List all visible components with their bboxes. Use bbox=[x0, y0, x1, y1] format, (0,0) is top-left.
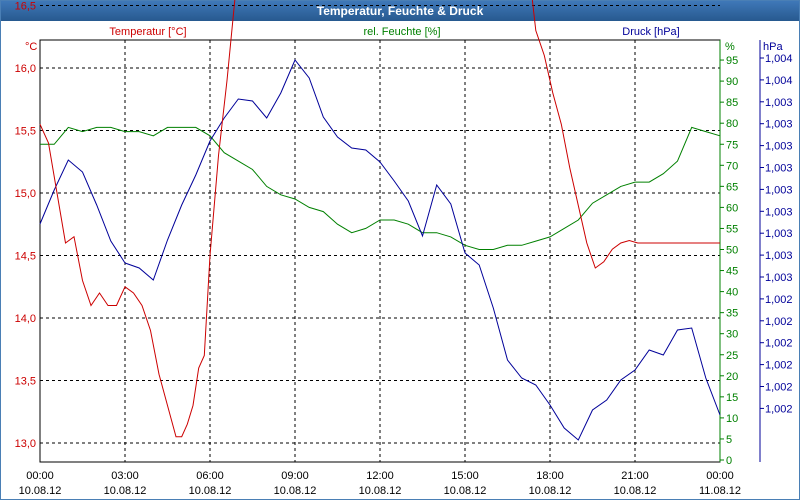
x-tick-time: 00:00 bbox=[706, 470, 734, 482]
temperature-tick-label: 16,5 bbox=[15, 1, 36, 13]
pressure-tick-label: 1,002 bbox=[765, 338, 793, 350]
x-tick-date: 10.08.12 bbox=[444, 485, 487, 497]
pressure-tick-label: 1,002 bbox=[765, 294, 793, 306]
x-tick-date: 11.08.12 bbox=[699, 485, 741, 497]
temperature-series-label: Temperatur [°C] bbox=[109, 26, 186, 38]
series-lines bbox=[39, 0, 721, 441]
pressure-tick-label: 1,003 bbox=[765, 250, 793, 262]
humidity-tick-label: 65 bbox=[726, 181, 738, 193]
x-tick-date: 10.08.12 bbox=[359, 485, 402, 497]
humidity-tick-label: 40 bbox=[726, 287, 738, 299]
temperature-tick-label: 15,0 bbox=[15, 188, 36, 200]
humidity-tick-label: 5 bbox=[726, 434, 732, 446]
humidity-unit: % bbox=[725, 41, 735, 53]
temperature-tick-label: 13,0 bbox=[15, 438, 36, 450]
humidity-tick-label: 85 bbox=[726, 97, 738, 109]
humidity-tick-label: 60 bbox=[726, 202, 738, 214]
x-tick-time: 18:00 bbox=[536, 470, 564, 482]
x-tick-date: 10.08.12 bbox=[274, 485, 317, 497]
humidity-series-label: rel. Feuchte [%] bbox=[363, 26, 440, 38]
x-tick-date: 10.08.12 bbox=[104, 485, 147, 497]
x-tick-time: 03:00 bbox=[111, 470, 139, 482]
humidity-tick-label: 15 bbox=[726, 392, 738, 404]
humidity-tick-label: 70 bbox=[726, 160, 738, 172]
humidity-tick-label: 45 bbox=[726, 266, 738, 278]
x-tick-date: 10.08.12 bbox=[614, 485, 657, 497]
humidity-tick-label: 90 bbox=[726, 76, 738, 88]
x-tick-time: 15:00 bbox=[451, 470, 479, 482]
pressure-tick-label: 1,003 bbox=[765, 163, 793, 175]
x-tick-date: 10.08.12 bbox=[529, 485, 572, 497]
pressure-tick-label: 1,003 bbox=[765, 141, 793, 153]
pressure-series-line bbox=[39, 59, 721, 441]
pressure-tick-label: 1,003 bbox=[765, 228, 793, 240]
x-tick-time: 00:00 bbox=[26, 470, 54, 482]
gridlines bbox=[40, 5, 720, 462]
x-tick-time: 06:00 bbox=[196, 470, 224, 482]
temperature-tick-label: 16,0 bbox=[15, 63, 36, 75]
pressure-tick-label: 1,002 bbox=[765, 316, 793, 328]
pressure-axis: 1,004 1,004 1,003 1,003 1,003 1,003 1,003 1,003… bbox=[759, 40, 793, 462]
x-tick-date: 10.08.12 bbox=[19, 485, 62, 497]
humidity-tick-label: 55 bbox=[726, 223, 738, 235]
temperature-tick-label: 14,5 bbox=[15, 251, 36, 263]
humidity-tick-label: 80 bbox=[726, 118, 738, 130]
pressure-tick-label: 1,002 bbox=[765, 382, 793, 394]
pressure-tick-label: 1,004 bbox=[765, 53, 793, 65]
pressure-tick-label: 1,003 bbox=[765, 272, 793, 284]
temperature-axis: 19,018,518,017,517,016,516,015,515,014,5… bbox=[15, 1, 36, 451]
pressure-tick-label: 1,002 bbox=[765, 403, 793, 415]
x-tick-time: 09:00 bbox=[281, 470, 309, 482]
pressure-tick-label: 1,002 bbox=[765, 360, 793, 372]
pressure-unit: hPa bbox=[763, 41, 783, 53]
temperature-unit: °C bbox=[25, 41, 37, 53]
humidity-tick-label: 10 bbox=[726, 413, 738, 425]
temperature-series-line bbox=[39, 0, 720, 438]
pressure-tick-label: 1,003 bbox=[765, 119, 793, 131]
temperature-tick-label: 13,5 bbox=[15, 376, 36, 388]
temperature-tick-label: 14,0 bbox=[15, 313, 36, 325]
humidity-series-line bbox=[40, 126, 721, 250]
humidity-tick-label: 35 bbox=[726, 308, 738, 320]
time-axis: 00:00 10.08.12 03:00 10.08.12 06:00 10.08.12 0… bbox=[19, 470, 741, 497]
x-tick-time: 12:00 bbox=[366, 470, 394, 482]
humidity-tick-label: 95 bbox=[726, 55, 738, 67]
x-tick-date: 10.08.12 bbox=[189, 485, 232, 497]
humidity-tick-label: 50 bbox=[726, 245, 738, 257]
humidity-tick-label: 0 bbox=[726, 455, 732, 467]
pressure-tick-label: 1,003 bbox=[765, 97, 793, 109]
humidity-tick-label: 20 bbox=[726, 371, 738, 383]
temperature-tick-label: 15,5 bbox=[15, 126, 36, 138]
humidity-tick-label: 75 bbox=[726, 139, 738, 151]
pressure-series-label: Druck [hPa] bbox=[622, 26, 679, 38]
pressure-tick-label: 1,003 bbox=[765, 184, 793, 196]
humidity-tick-label: 30 bbox=[726, 329, 738, 341]
x-tick-time: 21:00 bbox=[621, 470, 649, 482]
pressure-tick-label: 1,003 bbox=[765, 206, 793, 218]
humidity-tick-label: 25 bbox=[726, 350, 738, 362]
pressure-tick-label: 1,004 bbox=[765, 75, 793, 87]
